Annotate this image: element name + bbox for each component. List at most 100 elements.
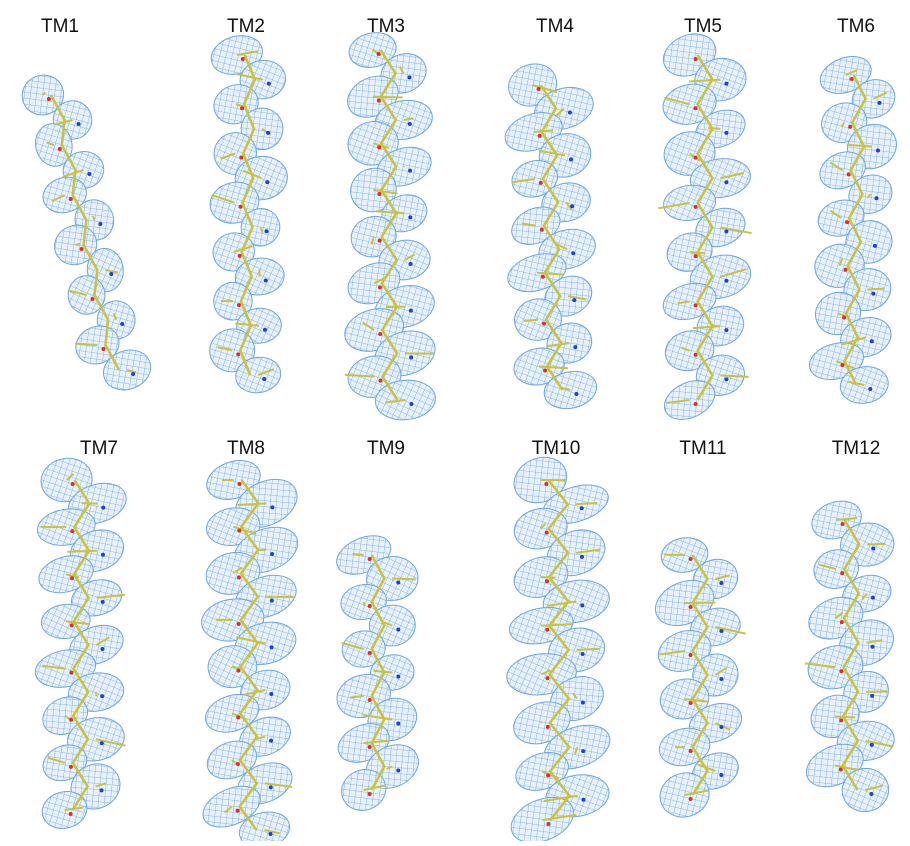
atom — [869, 792, 873, 796]
atom — [368, 557, 372, 561]
atom — [100, 694, 104, 698]
atom — [571, 251, 575, 255]
density-map — [331, 528, 426, 817]
side-chain — [67, 551, 97, 552]
density-map — [32, 454, 131, 833]
atom — [69, 671, 73, 675]
atom — [408, 215, 412, 219]
side-chain — [867, 544, 885, 545]
side-chain — [93, 216, 94, 220]
atom — [878, 101, 882, 105]
panel-label: TM12 — [832, 438, 881, 459]
atom — [409, 262, 413, 266]
atom — [545, 628, 549, 632]
atom — [546, 725, 550, 729]
atom — [77, 122, 81, 126]
atom — [238, 254, 242, 258]
panel-label: TM2 — [227, 16, 265, 37]
atom — [100, 741, 104, 745]
atom — [378, 332, 382, 336]
panel-label: TM4 — [536, 16, 574, 37]
atom — [538, 134, 542, 138]
side-chain — [353, 554, 364, 555]
side-chain — [364, 602, 365, 606]
atom — [581, 749, 585, 753]
atom — [237, 303, 241, 307]
atom — [80, 247, 84, 251]
atom — [408, 75, 412, 79]
atom — [840, 571, 844, 575]
atom — [368, 745, 372, 749]
atom — [70, 576, 74, 580]
atom — [237, 622, 241, 626]
atom — [396, 581, 400, 585]
atom — [539, 181, 543, 185]
atom — [874, 196, 878, 200]
atom — [537, 87, 541, 91]
atom — [377, 145, 381, 149]
atom — [377, 99, 381, 103]
atom — [546, 773, 550, 777]
atom — [368, 604, 372, 608]
atom — [237, 529, 241, 533]
atom — [269, 785, 273, 789]
atom — [236, 352, 240, 356]
atom — [572, 298, 576, 302]
atom — [689, 701, 693, 705]
atom — [694, 254, 698, 258]
density-map — [800, 495, 901, 815]
side-chain — [541, 577, 556, 578]
atom — [409, 402, 413, 406]
atom — [270, 599, 274, 603]
atom — [694, 57, 698, 61]
atom — [840, 669, 844, 673]
atom — [847, 172, 851, 176]
atom — [266, 131, 270, 135]
atom — [689, 797, 693, 801]
atom — [871, 292, 875, 296]
side-chain — [392, 579, 415, 580]
atom — [239, 155, 243, 159]
atom — [724, 279, 728, 283]
atom — [265, 180, 269, 184]
atom — [724, 180, 728, 184]
panel-label: TM7 — [80, 438, 118, 459]
atom — [581, 701, 585, 705]
atom — [868, 387, 872, 391]
atom — [694, 106, 698, 110]
atom — [573, 345, 577, 349]
atom — [269, 832, 273, 836]
atom — [265, 229, 269, 233]
side-chain — [576, 503, 597, 504]
panel-label: TM9 — [367, 438, 405, 459]
side-chain — [689, 54, 690, 55]
panel-label: TM8 — [227, 438, 265, 459]
atom — [570, 204, 574, 208]
atom — [87, 172, 91, 176]
atom — [694, 353, 698, 357]
atom — [694, 303, 698, 307]
atom — [377, 52, 381, 56]
atom — [69, 765, 73, 769]
atom — [236, 669, 240, 673]
atom — [270, 645, 274, 649]
atom — [545, 531, 549, 535]
atom — [377, 192, 381, 196]
side-chain — [708, 128, 720, 129]
atom — [544, 482, 548, 486]
atom — [396, 675, 400, 679]
panel-label: TM11 — [679, 438, 726, 459]
atom — [581, 652, 585, 656]
density-map — [340, 28, 441, 422]
atom — [269, 739, 273, 743]
atom — [368, 651, 372, 655]
atom — [131, 372, 135, 376]
atom — [724, 131, 728, 135]
atom — [870, 694, 874, 698]
atom — [568, 110, 572, 114]
atom — [409, 355, 413, 359]
atom — [844, 268, 848, 272]
atom — [546, 822, 550, 826]
atom — [98, 222, 102, 226]
atom — [267, 82, 271, 86]
